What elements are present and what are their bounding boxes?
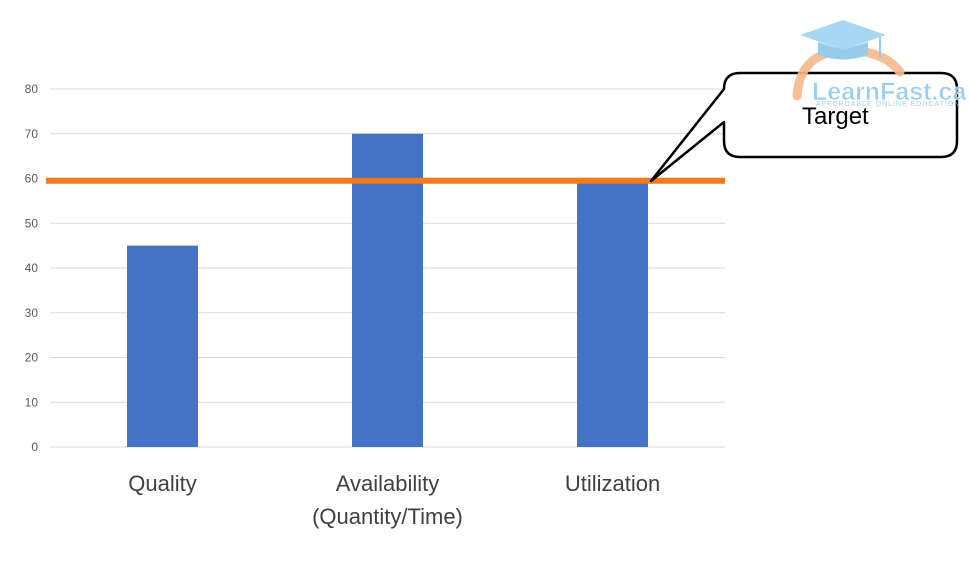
x-tick-label: Utilization [565, 471, 660, 496]
graduation-cap-icon [800, 20, 886, 60]
y-axis-ticks: 0 10 20 30 40 50 60 70 80 [25, 82, 39, 454]
learnfast-logo: LearnFast.ca AFFORDABLE ONLINE EDUCATION [792, 20, 968, 108]
y-tick-label: 70 [25, 127, 39, 141]
callout-bubble [649, 71, 959, 183]
y-tick-label: 20 [25, 351, 39, 365]
y-tick-label: 0 [31, 440, 38, 454]
bar-2 [577, 182, 648, 447]
callout-text: Target [802, 103, 869, 130]
bar-0 [127, 245, 198, 447]
bar-1 [352, 133, 423, 447]
x-axis-labels: Quality Availability (Quantity/Time) Utiliz… [128, 471, 660, 529]
x-tick-label: Quality [128, 471, 196, 496]
target-callout: Target [649, 71, 959, 183]
logo-tagline: AFFORDABLE ONLINE EDUCATION [816, 101, 960, 108]
y-tick-label: 80 [25, 82, 39, 96]
y-tick-label: 60 [25, 172, 39, 186]
y-tick-label: 30 [25, 306, 39, 320]
bars [127, 133, 648, 447]
y-tick-label: 10 [25, 395, 39, 409]
logo-text: LearnFast.ca [812, 78, 967, 106]
y-tick-label: 40 [25, 261, 39, 275]
x-tick-label: Availability (Quantity/Time) [312, 471, 463, 529]
y-tick-label: 50 [25, 216, 39, 230]
